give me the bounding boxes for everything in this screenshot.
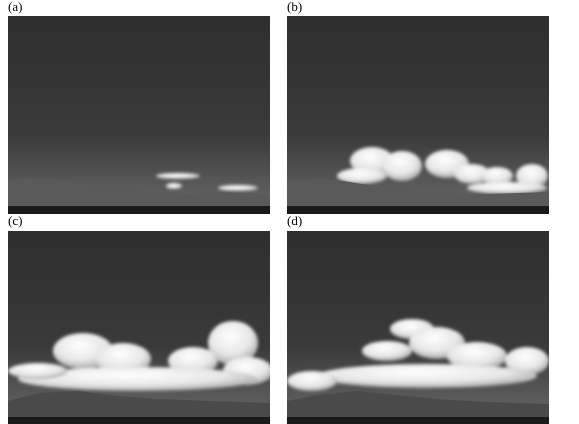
photo	[8, 231, 273, 424]
figure: (a) (b) (c) (d)	[0, 0, 579, 424]
panel-label: (b)	[287, 0, 302, 14]
photo	[8, 16, 270, 214]
photo	[287, 231, 549, 424]
panel-label: (c)	[8, 213, 22, 228]
page: (a) (b) (c) (d)	[0, 0, 579, 424]
photo	[287, 16, 549, 214]
panel-label: (a)	[8, 0, 22, 14]
panel-label: (d)	[287, 213, 302, 228]
